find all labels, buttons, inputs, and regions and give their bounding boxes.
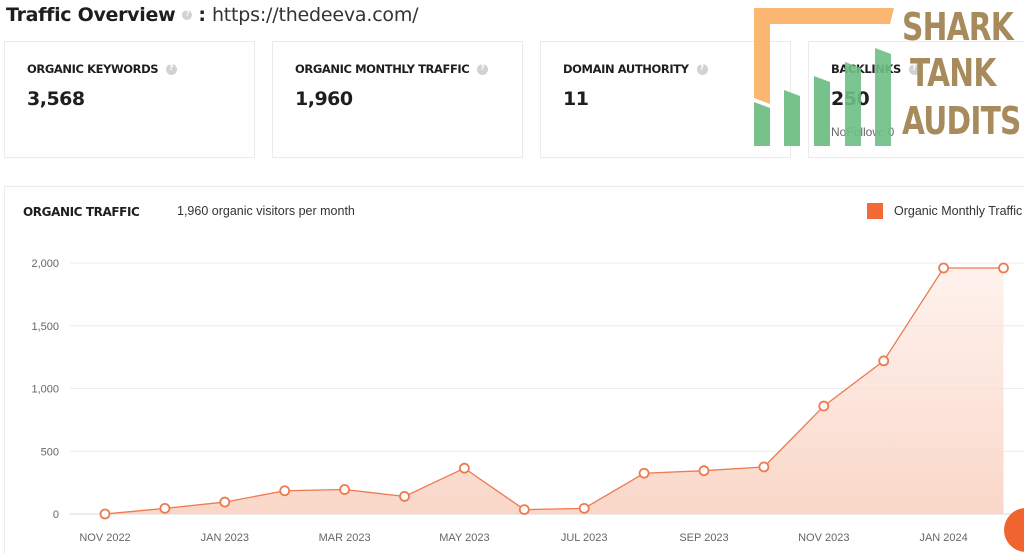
legend-swatch [867,203,883,219]
svg-text:500: 500 [41,446,59,458]
svg-text:1,000: 1,000 [31,384,59,396]
svg-text:JAN 2024: JAN 2024 [919,532,967,544]
legend-label: Organic Monthly Traffic [894,204,1023,218]
traffic-line [104,267,1004,515]
data-point[interactable] [399,491,410,502]
svg-text:1,500: 1,500 [31,321,59,333]
x-axis-labels: NOV 2022 JAN 2023 MAR 2023 MAY 2023 JUL 2023… [79,532,967,544]
data-point[interactable] [818,400,830,412]
card-value: 3,568 [27,88,85,110]
help-icon[interactable] [477,63,489,75]
data-point[interactable] [99,508,111,520]
data-point[interactable] [279,485,291,497]
svg-text:JUL 2023: JUL 2023 [561,532,608,544]
chart-subtitle: 1,960 organic visitors per month [177,204,355,218]
data-point[interactable] [339,484,351,495]
svg-text:2,000: 2,000 [31,258,59,270]
card-label: ORGANIC MONTHLY TRAFFIC [295,62,470,76]
chart-legend[interactable]: Organic Monthly Traffic [867,203,1022,219]
svg-text:MAY 2023: MAY 2023 [439,532,489,544]
svg-text:0: 0 [53,509,59,521]
site-url: https://thedeeva.com/ [211,4,419,26]
card-organic-monthly-traffic: ORGANIC MONTHLY TRAFFIC 1,960 [272,41,523,158]
help-icon[interactable] [182,9,193,20]
help-icon[interactable] [908,63,920,75]
svg-text:SEP 2023: SEP 2023 [679,532,728,544]
page-header: Traffic Overview : https://thedeeva.com/ [6,0,419,30]
card-label: DOMAIN AUTHORITY [563,62,689,76]
help-icon[interactable] [166,63,178,75]
data-point[interactable] [159,502,171,514]
data-point[interactable] [878,355,890,367]
traffic-area-fill [105,268,1004,514]
y-axis-labels: 0 500 1,000 1,500 2,000 [31,258,59,521]
data-point[interactable] [938,262,949,274]
card-label: ORGANIC KEYWORDS [27,62,159,76]
help-icon[interactable] [696,63,708,75]
data-point[interactable] [638,467,650,479]
svg-text:NOV 2023: NOV 2023 [798,532,849,544]
data-point[interactable] [698,465,710,477]
svg-text:MAR 2023: MAR 2023 [319,532,371,544]
data-point[interactable] [458,462,470,474]
page-title: Traffic Overview [6,4,176,26]
data-point[interactable] [758,461,770,473]
svg-text:JAN 2023: JAN 2023 [201,532,249,544]
title-separator: : [198,4,206,26]
card-organic-keywords: ORGANIC KEYWORDS 3,568 [4,41,255,158]
data-points [99,262,1009,520]
data-point[interactable] [219,496,231,508]
card-value: 1,960 [295,88,353,110]
svg-text:NOV 2022: NOV 2022 [79,532,130,544]
card-value: 11 [563,88,589,110]
chat-widget-button[interactable] [1004,508,1024,552]
chart-title: ORGANIC TRAFFIC [23,205,140,219]
data-point[interactable] [578,502,590,514]
data-point[interactable] [998,262,1009,274]
data-point[interactable] [518,504,530,516]
